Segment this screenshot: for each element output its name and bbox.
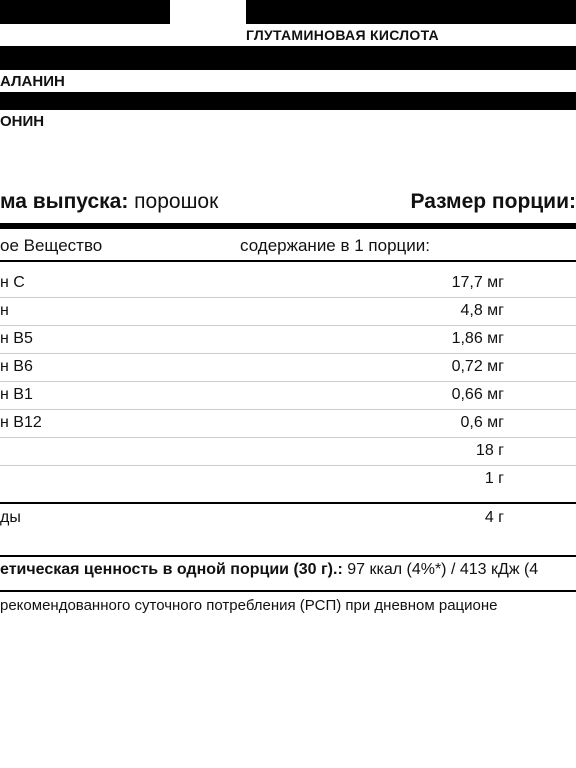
nutrition-table-body: н C17,7 мгн4,8 мгн B51,86 мгн B60,72 мгн… bbox=[0, 270, 576, 494]
table-row: н B6 0,72 мг bbox=[0, 354, 576, 382]
table-row: ды 4 г bbox=[0, 505, 576, 533]
header-content: содержание в 1 порции: bbox=[240, 236, 430, 256]
table-row: н C 17,7 мг bbox=[0, 270, 576, 298]
table-row: 1 г bbox=[0, 466, 576, 494]
table-top-rule bbox=[0, 223, 576, 229]
section-rule bbox=[0, 590, 576, 592]
row-value: 0,66 мг bbox=[452, 386, 504, 404]
ingredient-glutamic: ГЛУТАМИНОВАЯ КИСЛОТА bbox=[246, 27, 439, 43]
black-bar bbox=[0, 46, 576, 70]
row-value: 4,8 мг bbox=[460, 302, 504, 320]
section-rule bbox=[0, 555, 576, 557]
table-row: н B12 0,6 мг bbox=[0, 410, 576, 438]
black-bar bbox=[0, 92, 576, 110]
row-value: 1,86 мг bbox=[452, 330, 504, 348]
row-label: н B1 bbox=[0, 386, 33, 404]
energy-value-line: етическая ценность в одной порции (30 г)… bbox=[0, 561, 576, 579]
row-value: 17,7 мг bbox=[452, 274, 504, 292]
ingredient-alanin: АЛАНИН bbox=[0, 73, 65, 90]
nutrition-extra-body: ды 4 г bbox=[0, 505, 576, 533]
section-rule bbox=[0, 502, 576, 504]
row-label: н B5 bbox=[0, 330, 33, 348]
row-label: н C bbox=[0, 274, 25, 292]
row-value: 0,6 мг bbox=[460, 414, 504, 432]
table-row: 18 г bbox=[0, 438, 576, 466]
table-row: н B1 0,66 мг bbox=[0, 382, 576, 410]
ingredient-onin: ОНИН bbox=[0, 113, 44, 130]
black-bar-segment bbox=[246, 0, 576, 24]
header-substance: ое Вещество bbox=[0, 236, 102, 256]
row-label: н B12 bbox=[0, 414, 42, 432]
row-value: 0,72 мг bbox=[452, 358, 504, 376]
release-form: ма выпуска: порошок bbox=[0, 190, 218, 214]
black-bar-segment bbox=[0, 0, 170, 24]
row-value: 18 г bbox=[476, 442, 504, 460]
row-label: н B6 bbox=[0, 358, 33, 376]
table-row: н B5 1,86 мг bbox=[0, 326, 576, 354]
portion-size-label: Размер порции: bbox=[410, 190, 576, 214]
footnote-rsp: рекомендованного суточного потребления (… bbox=[0, 597, 576, 614]
header-rule bbox=[0, 260, 576, 262]
row-value: 4 г bbox=[485, 509, 504, 527]
row-value: 1 г bbox=[485, 470, 504, 488]
row-label: н bbox=[0, 302, 9, 320]
table-row: н 4,8 мг bbox=[0, 298, 576, 326]
row-label: ды bbox=[0, 509, 21, 527]
